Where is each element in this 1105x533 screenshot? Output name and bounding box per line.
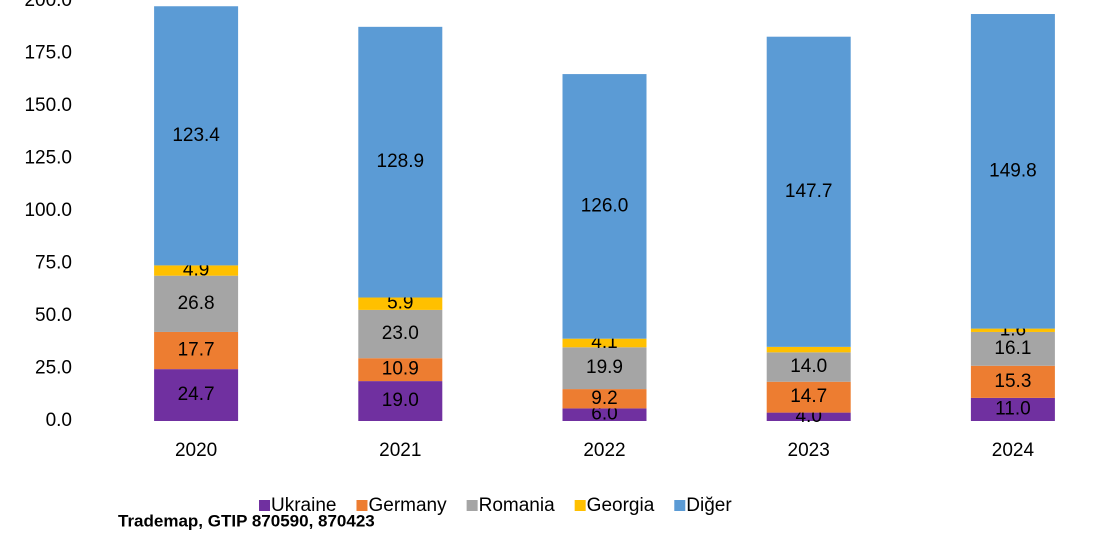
bar-segment xyxy=(766,36,851,347)
data-label: 19.9 xyxy=(586,357,623,378)
data-label: 19.0 xyxy=(382,390,419,411)
data-label: 14.7 xyxy=(790,386,827,407)
x-tick-label: 2023 xyxy=(788,440,830,461)
y-tick-label: 175.0 xyxy=(24,43,72,64)
bar-segment xyxy=(562,74,647,339)
bar-segment xyxy=(154,265,239,276)
bar-segment xyxy=(154,369,239,421)
x-tick-label: 2024 xyxy=(992,440,1035,461)
legend-label: Romania xyxy=(479,495,555,516)
data-label: 10.9 xyxy=(382,359,419,380)
data-label: 11.0 xyxy=(995,398,1031,419)
data-label: 15.3 xyxy=(994,371,1031,392)
bar-segment xyxy=(358,309,443,359)
bar-segment xyxy=(970,331,1055,366)
y-tick-label: 200.0 xyxy=(24,0,72,11)
bar-segment xyxy=(970,14,1055,329)
bar-segment xyxy=(562,338,647,348)
legend-label: Ukraine xyxy=(271,495,336,516)
x-tick-label: 2021 xyxy=(379,440,421,461)
legend-label: Diğer xyxy=(686,495,732,516)
bar-segment xyxy=(154,275,239,332)
y-tick-label: 25.0 xyxy=(35,358,72,379)
y-tick-label: 150.0 xyxy=(24,95,72,116)
data-label: 23.0 xyxy=(382,323,419,344)
bar-segment xyxy=(766,381,851,413)
data-label: 5.9 xyxy=(387,293,413,314)
source-note: Trademap, GTIP 870590, 870423 xyxy=(118,511,375,530)
x-tick-label: 2022 xyxy=(583,440,625,461)
data-label: 14.0 xyxy=(790,356,827,377)
data-label: 16.1 xyxy=(994,338,1031,359)
data-label: 123.4 xyxy=(172,125,220,146)
x-tick-label: 2020 xyxy=(175,440,217,461)
y-tick-label: 50.0 xyxy=(35,305,72,326)
y-tick-label: 0.0 xyxy=(46,410,72,431)
bar-segment xyxy=(358,26,443,298)
data-label: 126.0 xyxy=(581,195,629,216)
legend-swatch xyxy=(674,500,686,511)
bar-segment xyxy=(358,381,443,421)
data-label: 147.7 xyxy=(785,181,833,202)
bar-segment xyxy=(766,346,851,353)
bar-segment xyxy=(154,331,239,370)
y-tick-label: 125.0 xyxy=(24,148,72,169)
y-tick-label: 75.0 xyxy=(35,253,72,274)
data-label: 17.7 xyxy=(178,340,215,361)
legend-swatch xyxy=(574,500,586,511)
data-label: 9.2 xyxy=(591,388,617,409)
legend-swatch xyxy=(466,500,478,511)
bar-segment xyxy=(358,358,443,382)
legend-swatch xyxy=(356,500,368,511)
bar-segment xyxy=(562,408,647,421)
data-label: 24.7 xyxy=(178,384,215,405)
data-label: 128.9 xyxy=(377,151,425,172)
bar-segment xyxy=(970,397,1055,421)
bar-segment xyxy=(970,365,1055,398)
bar-segment xyxy=(970,328,1055,332)
bar-segment xyxy=(766,412,851,421)
bar-segment xyxy=(358,297,443,310)
data-label: 26.8 xyxy=(178,293,215,314)
data-label: 149.8 xyxy=(989,160,1037,181)
y-tick-label: 100.0 xyxy=(24,200,72,221)
bar-segment xyxy=(562,347,647,390)
legend-label: Georgia xyxy=(587,495,655,516)
bar-segment xyxy=(154,6,239,266)
data-label: 6.0 xyxy=(591,404,617,425)
legend-swatch xyxy=(259,500,270,511)
bar-segment xyxy=(562,389,647,409)
legend-label: Germany xyxy=(368,495,447,516)
bar-segment xyxy=(766,352,851,382)
